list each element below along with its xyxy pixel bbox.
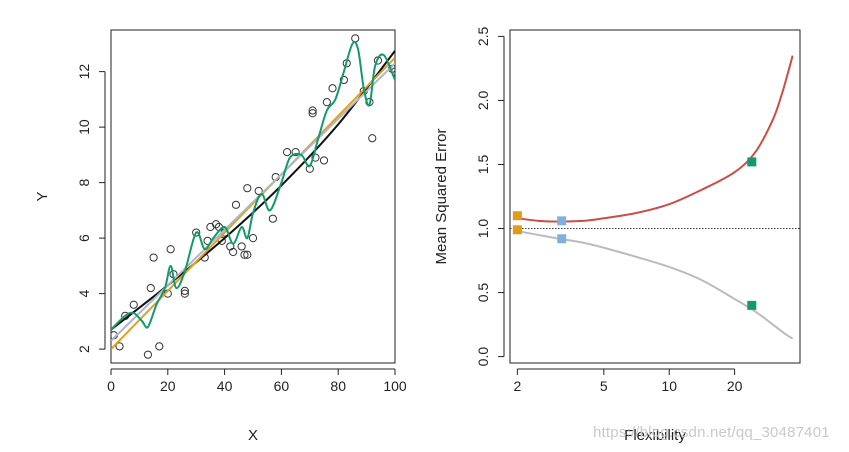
data-point: [146, 283, 155, 293]
series-line-4: [111, 41, 395, 331]
x-axis: 2 5 10 20: [513, 368, 743, 394]
plot-frame: [110, 29, 396, 364]
data-point: [143, 350, 153, 359]
data-point: [308, 109, 317, 118]
data-point: [149, 253, 158, 262]
data-point: [254, 186, 263, 196]
y-tick-label: 0.0: [475, 347, 491, 367]
marker: [557, 216, 567, 226]
x-tick-label: 5: [600, 378, 608, 394]
x-tick-label: 80: [330, 378, 346, 394]
data-point: [115, 342, 124, 351]
panel-1: 0 20 40 60 80 100 X 2 4 6 8 10 12 Y: [34, 29, 407, 444]
y-tick-label: 1.0: [475, 219, 491, 239]
data-point: [322, 98, 331, 107]
data-point: [166, 245, 175, 254]
watermark: https://blog.csdn.net/qq_30487401: [593, 424, 830, 441]
data-point: [268, 214, 277, 223]
data-point: [282, 148, 292, 157]
y-tick-label: 2.5: [475, 26, 491, 46]
x-tick-label: 20: [727, 378, 743, 394]
marker: [557, 234, 567, 244]
data-point: [240, 250, 249, 259]
data-point: [311, 153, 320, 162]
x-tick-label: 100: [383, 378, 407, 394]
series-line-2: [517, 230, 794, 340]
y-tick-label: 6: [76, 234, 92, 242]
marker: [512, 225, 522, 235]
data-point: [351, 34, 360, 43]
series-line-1: [517, 55, 794, 223]
data-point: [237, 242, 246, 251]
y-axis-title: Y: [34, 191, 51, 201]
x-axis-title: X: [248, 427, 258, 444]
data-point: [328, 84, 337, 93]
data-point: [368, 134, 377, 143]
data-point: [231, 200, 241, 209]
x-tick-label: 2: [513, 378, 521, 394]
y-axis-title: Mean Squared Error: [433, 129, 450, 265]
plot-area: [111, 34, 395, 359]
y-tick-label: 2: [76, 345, 92, 353]
data-point: [192, 228, 201, 237]
data-point: [339, 75, 348, 85]
x-tick-label: 0: [107, 378, 115, 394]
plot-frame: [509, 29, 801, 364]
series-line-3: [111, 62, 395, 342]
series-line-1: [111, 50, 395, 331]
data-point: [129, 300, 138, 309]
marker: [747, 300, 757, 310]
x-axis: 0 20 40 60 80 100: [107, 368, 407, 394]
y-tick-label: 8: [76, 179, 92, 187]
y-tick-label: 12: [76, 64, 92, 80]
y-tick-label: 10: [76, 119, 92, 135]
data-point: [229, 247, 238, 257]
panel-2: 2 5 10 20 Flexibility 0.0 0.5 1.0 1.5 2.0 2.5 Mean …: [433, 26, 801, 444]
data-point: [248, 234, 258, 243]
data-point: [243, 184, 252, 193]
data-point: [319, 156, 329, 165]
data-point: [291, 148, 300, 157]
x-tick-label: 60: [274, 378, 290, 394]
marker: [747, 157, 757, 167]
data-point: [217, 236, 226, 245]
x-axis-title: Flexibility: [624, 427, 686, 444]
marker: [512, 211, 522, 221]
data-point: [180, 289, 189, 298]
plot-area: [510, 55, 800, 340]
x-tick-label: 10: [661, 378, 677, 394]
data-point: [243, 250, 252, 259]
x-tick-label: 20: [160, 378, 176, 394]
y-tick-label: 0.5: [475, 283, 491, 303]
y-axis: 2 4 6 8 10 12: [76, 64, 106, 353]
x-tick-label: 40: [217, 378, 233, 394]
data-point: [180, 286, 189, 295]
data-point: [211, 220, 221, 229]
data-point: [155, 342, 164, 351]
y-tick-label: 1.5: [475, 155, 491, 175]
data-point: [308, 106, 317, 115]
y-tick-label: 2.0: [475, 91, 491, 111]
y-axis: 0.0 0.5 1.0 1.5 2.0 2.5: [475, 26, 505, 367]
y-tick-label: 4: [76, 290, 92, 298]
